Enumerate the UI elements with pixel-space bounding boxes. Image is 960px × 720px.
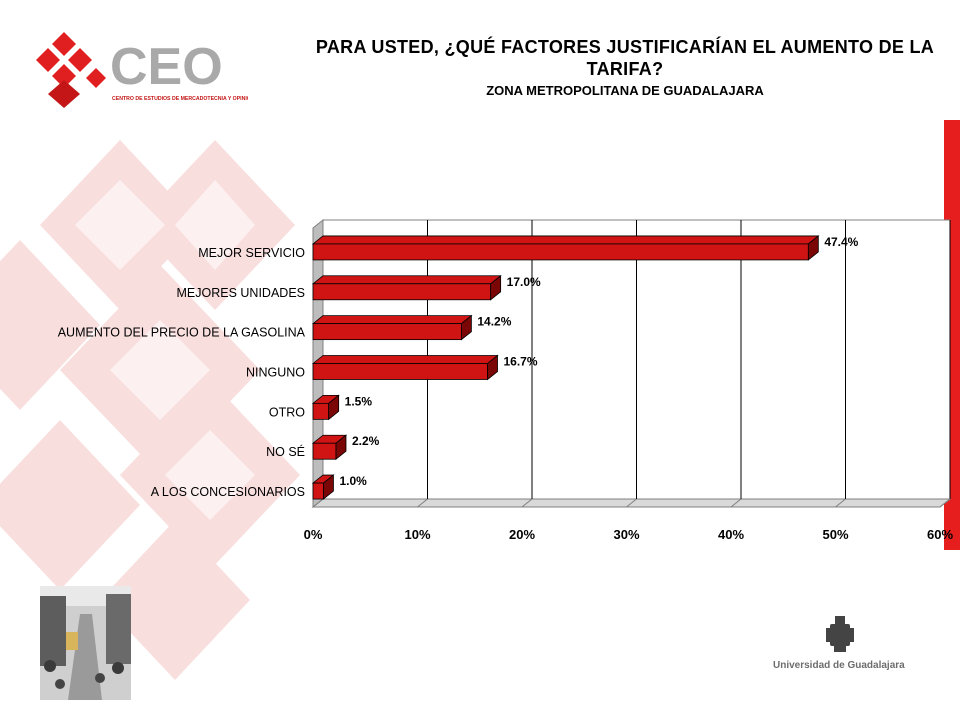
logo-tagline: CENTRO DE ESTUDIOS DE MERCADOTECNIA Y OP… (112, 94, 248, 102)
grid-floor-line (521, 498, 533, 508)
grid-floor-line (417, 498, 428, 508)
bar (312, 323, 462, 341)
category-label: A LOS CONCESIONARIOS (151, 485, 305, 499)
category-label: NINGUNO (246, 366, 305, 380)
page-title: PARA USTED, ¿QUÉ FACTORES JUSTIFICARÍAN … (315, 37, 935, 79)
x-tick-label: 50% (822, 527, 848, 542)
bar-end-face (323, 474, 334, 500)
x-tick-label: 40% (718, 527, 744, 542)
grid-floor-line (730, 498, 742, 508)
bar-end-face (807, 235, 819, 261)
bar-end-face (490, 274, 502, 301)
bar (312, 243, 809, 261)
grid-floor-line (626, 498, 637, 508)
x-tick-label: 60% (927, 527, 953, 542)
data-label: 16.7% (504, 355, 538, 369)
data-label: 17.0% (507, 275, 541, 289)
bar-top-face (311, 355, 499, 364)
category-label: NO SÉ (266, 444, 305, 459)
x-tick-label: 30% (613, 527, 639, 542)
category-label: MEJORES UNIDADES (177, 286, 306, 300)
bar (312, 442, 337, 460)
data-label: 14.2% (477, 315, 511, 329)
data-label: 2.2% (352, 434, 380, 448)
x-tick-label: 10% (404, 527, 430, 542)
category-label: AUMENTO DEL PRECIO DE LA GASOLINA (58, 326, 306, 340)
data-label: 1.5% (345, 394, 373, 408)
chart-title-block: PARA USTED, ¿QUÉ FACTORES JUSTIFICARÍAN … (300, 36, 950, 100)
x-tick-label: 0% (304, 527, 323, 542)
bar-end-face (335, 434, 347, 461)
category-label: MEJOR SERVICIO (198, 246, 305, 260)
street-photo (40, 586, 131, 700)
university-seal (826, 616, 854, 652)
bar (312, 482, 324, 500)
x-tick-label: 20% (509, 527, 535, 542)
bar-end-face (460, 314, 472, 341)
bar-top-face (311, 315, 473, 325)
page-subtitle: ZONA METROPOLITANA DE GUADALAJARA (486, 83, 764, 98)
ceo-logo: CEO CENTRO DE ESTUDIOS DE MERCADOTECNIA … (36, 32, 248, 108)
bar (312, 283, 492, 301)
university-name: Universidad de Guadalajara (773, 660, 905, 671)
bar (312, 402, 330, 420)
logo-wordmark: CEO (110, 38, 223, 96)
bar-top-face (311, 235, 820, 245)
data-label: 1.0% (339, 474, 367, 488)
grid-floor-line (312, 498, 324, 508)
bar (312, 363, 488, 380)
bar-top-face (311, 275, 502, 285)
bar-end-face (487, 354, 498, 381)
data-label: 47.4% (824, 235, 858, 249)
grid-floor-line (835, 498, 846, 508)
grid-floor-line (939, 498, 951, 508)
category-label: OTRO (269, 405, 305, 419)
bar-end-face (328, 394, 340, 421)
